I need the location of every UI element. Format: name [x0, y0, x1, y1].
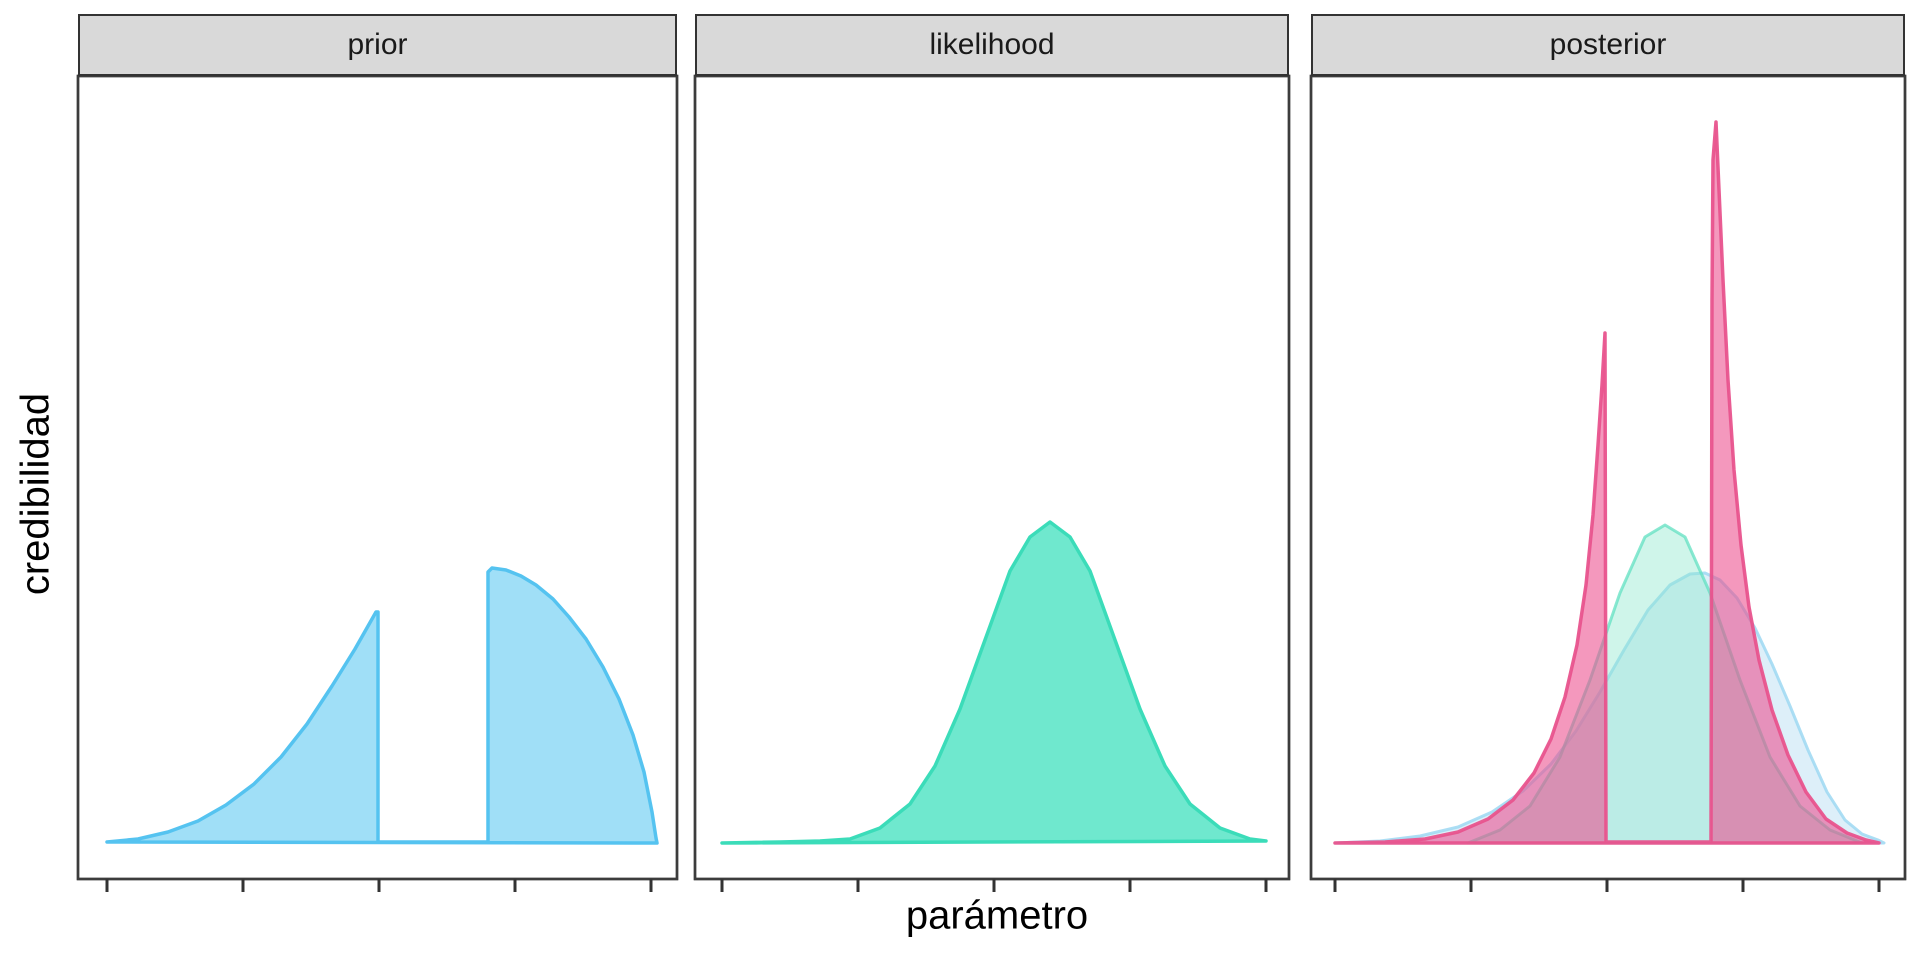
facet-strip-posterior-label: posterior: [1549, 28, 1667, 61]
facet-strip-prior-label: prior: [347, 28, 408, 61]
panel-border-top-likelihood: [693, 74, 1291, 881]
facet-strip-likelihood: likelihood: [695, 14, 1289, 76]
facet-strip-posterior: posterior: [1311, 14, 1905, 76]
y-axis-label: credibilidad: [13, 392, 58, 596]
posterior-density-area: [1333, 120, 1881, 845]
x-axis-label: parámetro: [905, 893, 1089, 938]
facet-strip-likelihood-label: likelihood: [929, 28, 1055, 61]
facet-strip-prior: prior: [78, 14, 677, 76]
likelihood-density-area: [720, 520, 1268, 845]
prior-density-area: [105, 566, 659, 845]
